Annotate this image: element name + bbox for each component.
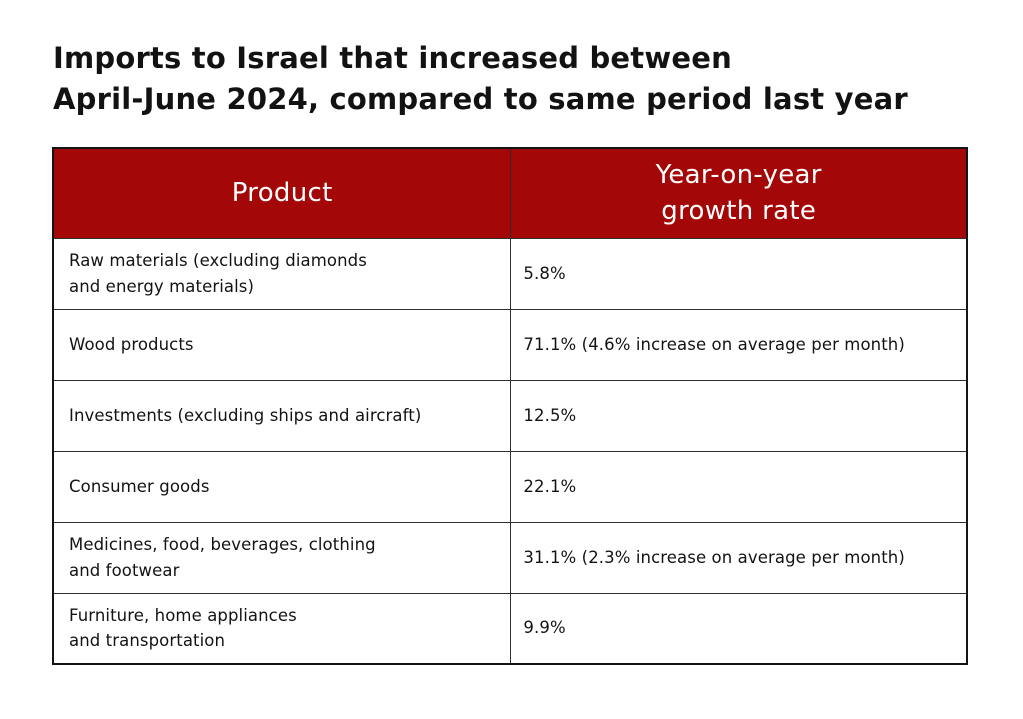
table-row: Wood products 71.1% (4.6% increase on ave…: [52, 308, 968, 381]
growth-rate-cell: 12.5%: [510, 379, 968, 452]
table-body: Raw materials (excluding diamonds and en…: [52, 237, 968, 665]
column-header-growth-rate: Year-on-year growth rate: [510, 147, 968, 239]
product-cell: Investments (excluding ships and aircraf…: [52, 379, 512, 452]
table-row: Consumer goods 22.1%: [52, 450, 968, 523]
product-cell: Raw materials (excluding diamonds and en…: [52, 237, 512, 310]
product-cell: Furniture, home appliances and transport…: [52, 592, 512, 665]
growth-rate-cell: 5.8%: [510, 237, 968, 310]
growth-rate-cell: 31.1% (2.3% increase on average per mont…: [510, 521, 968, 594]
column-header-product: Product: [52, 147, 512, 239]
table-header-row: Product Year-on-year growth rate: [52, 147, 968, 239]
table-row: Furniture, home appliances and transport…: [52, 592, 968, 665]
growth-rate-cell: 22.1%: [510, 450, 968, 523]
product-cell: Wood products: [52, 308, 512, 381]
table-row: Raw materials (excluding diamonds and en…: [52, 237, 968, 310]
growth-rate-cell: 9.9%: [510, 592, 968, 665]
imports-growth-table: Product Year-on-year growth rate Raw mat…: [52, 147, 968, 665]
page-title: Imports to Israel that increased between…: [53, 41, 908, 117]
product-cell: Consumer goods: [52, 450, 512, 523]
table-row: Investments (excluding ships and aircraf…: [52, 379, 968, 452]
growth-rate-cell: 71.1% (4.6% increase on average per mont…: [510, 308, 968, 381]
table-row: Medicines, food, beverages, clothing and…: [52, 521, 968, 594]
product-cell: Medicines, food, beverages, clothing and…: [52, 521, 512, 594]
